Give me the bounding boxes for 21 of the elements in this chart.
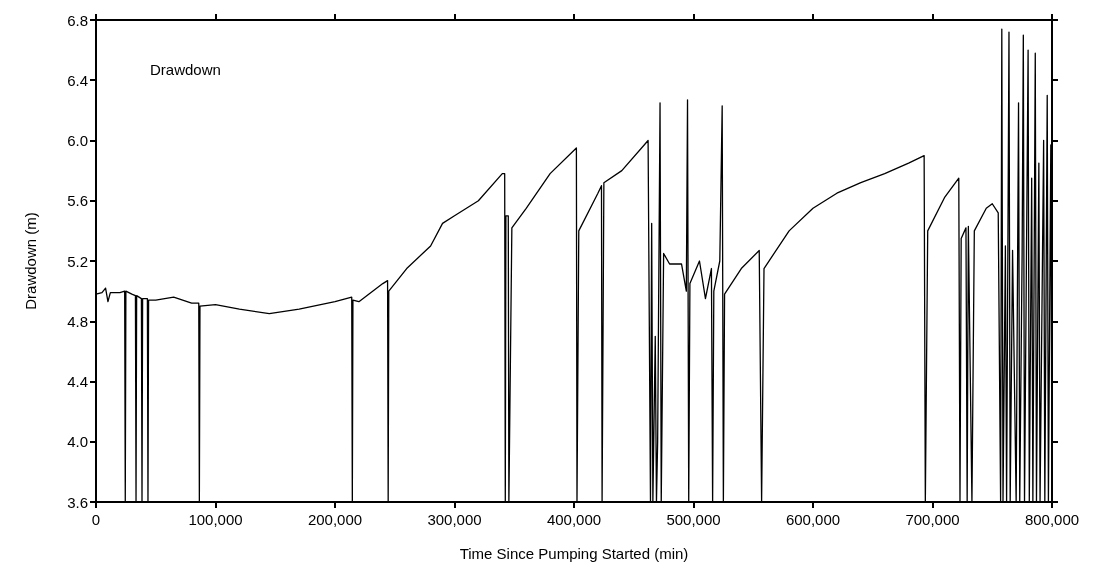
y-tick-label: 6.4 <box>67 71 88 89</box>
x-tick-label: 200,000 <box>307 511 363 528</box>
x-tick-label: 300,000 <box>427 511 482 528</box>
y-tick-label: 4.0 <box>67 433 88 451</box>
y-tick-label: 6.0 <box>67 132 88 149</box>
y-tick-label: 3.6 <box>67 493 88 511</box>
y-tick-label: 4.8 <box>67 312 88 330</box>
y-tick-label: 5.2 <box>67 252 88 270</box>
y-tick-label: 5.6 <box>67 192 88 210</box>
y-axis-title: Drawdown (m) <box>22 212 39 310</box>
x-tick-label: 0 <box>91 511 101 528</box>
x-axis-title: Time Since Pumping Started (min) <box>459 545 689 562</box>
annotation: Drawdown <box>150 61 221 78</box>
x-tick-label: 800,000 <box>1024 511 1080 528</box>
x-tick-label: 600,000 <box>785 511 841 528</box>
y-tick-label: 4.4 <box>67 373 88 390</box>
x-tick-label: 500,000 <box>666 511 721 528</box>
x-tick-label: 700,000 <box>905 511 960 528</box>
y-tick-label: 6.8 <box>67 11 88 29</box>
x-tick-label: 400,000 <box>546 511 602 528</box>
x-tick-label: 100,000 <box>188 511 243 528</box>
